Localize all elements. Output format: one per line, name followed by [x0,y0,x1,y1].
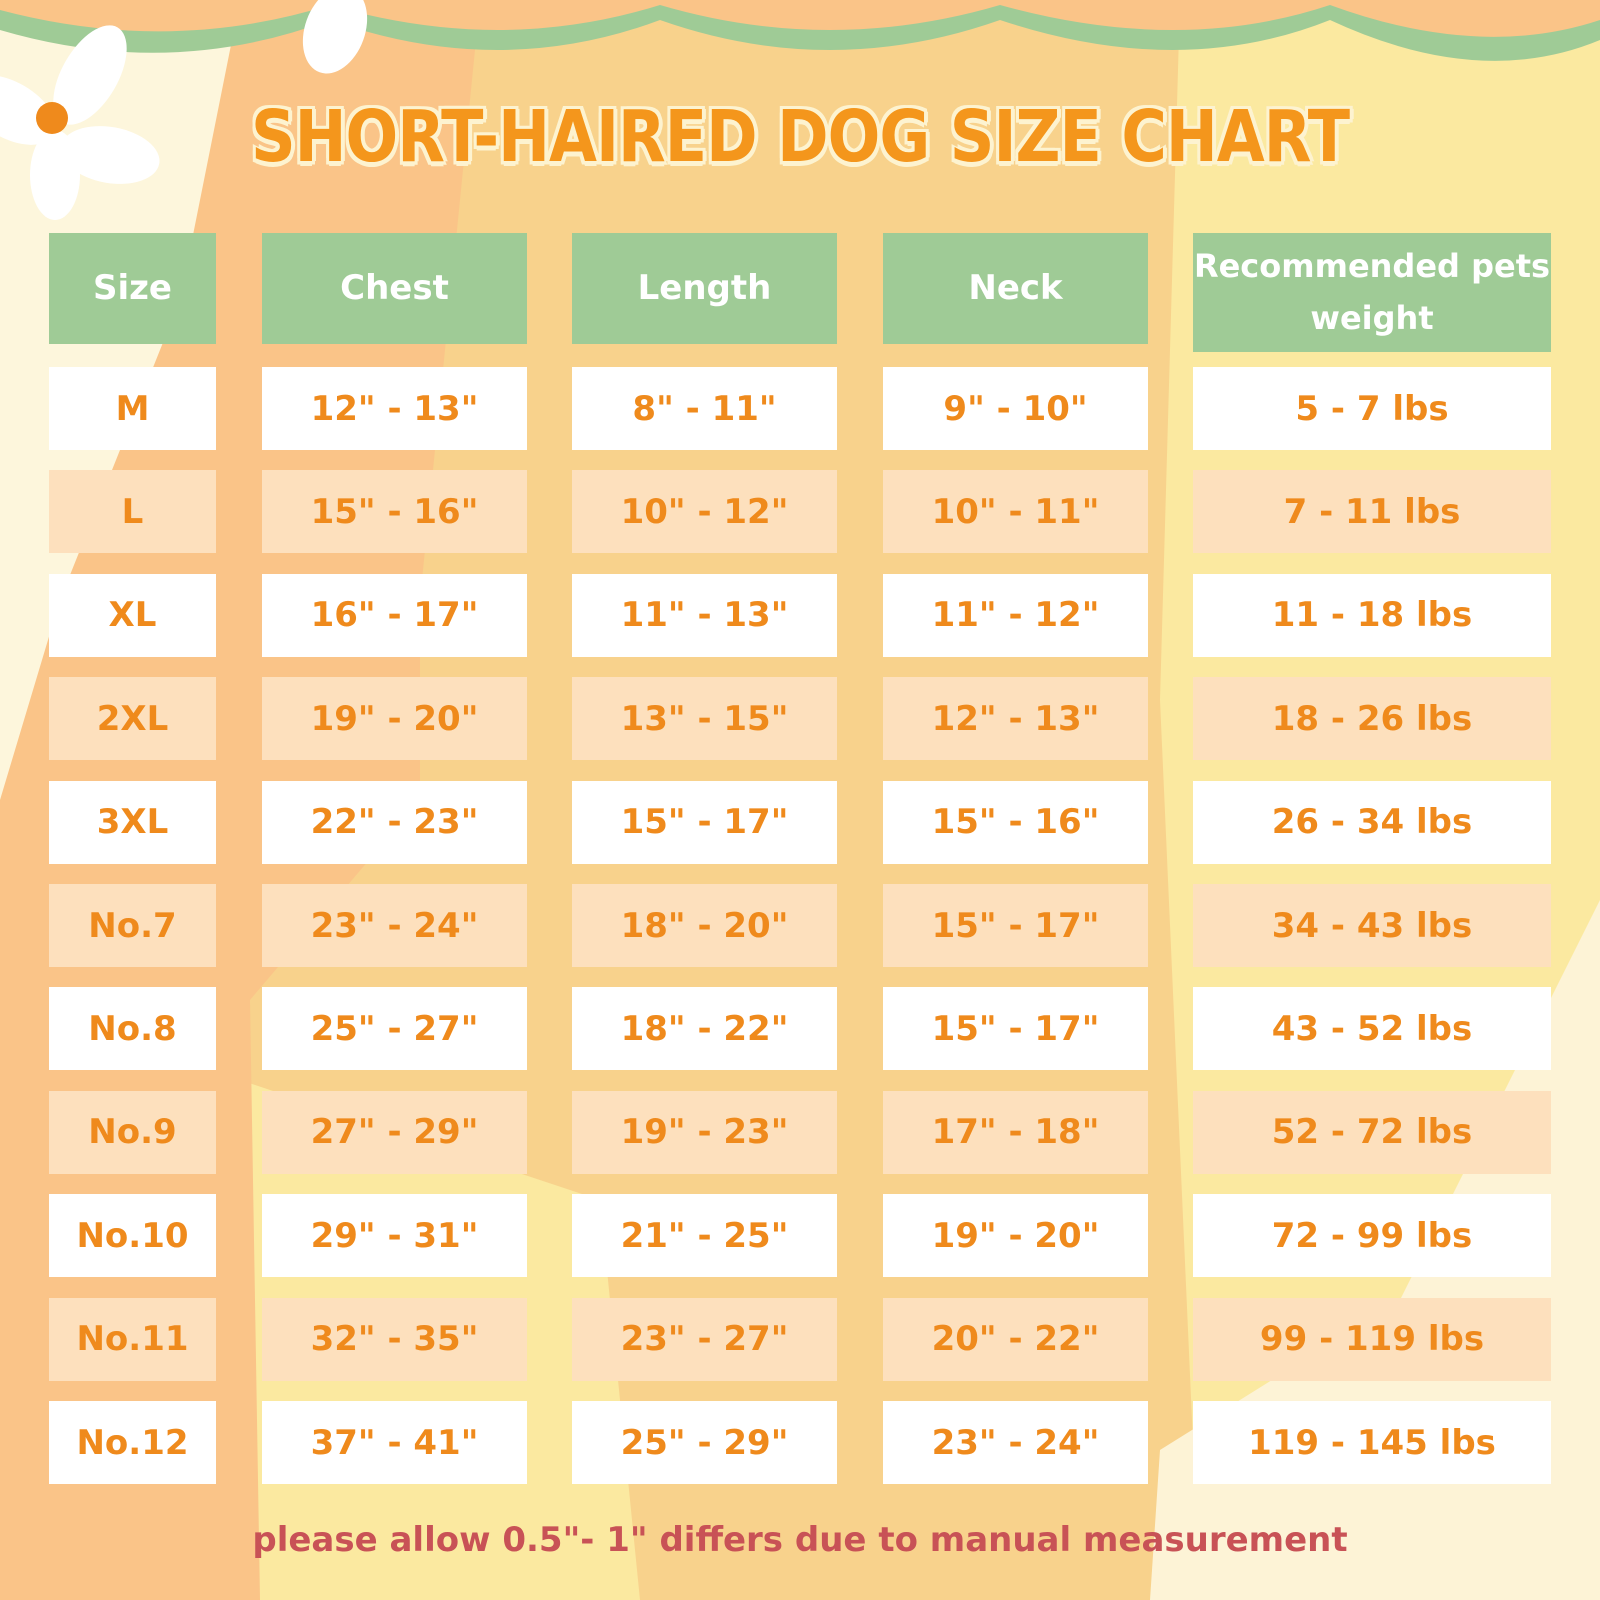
cell-weight: 119 - 145 lbs [1193,1401,1551,1484]
cell-chest: 16" - 17" [262,573,527,657]
cell-chest: 19" - 20" [262,677,527,761]
cell-chest: 25" - 27" [262,987,527,1071]
cell-neck: 15" - 17" [883,987,1148,1071]
cell-length: 23" - 27" [572,1297,837,1381]
cell-chest: 27" - 29" [262,1090,527,1174]
cell-size: No.9 [49,1090,216,1174]
cell-chest: 29" - 31" [262,1194,527,1278]
cell-size: 3XL [49,780,216,864]
cell-weight: 18 - 26 lbs [1193,677,1551,761]
cell-size: No.11 [49,1297,216,1381]
cell-chest: 22" - 23" [262,780,527,864]
cell-length: 18" - 20" [572,884,837,967]
cell-weight: 52 - 72 lbs [1193,1090,1551,1174]
header-neck: Neck [883,233,1148,344]
cell-weight: 99 - 119 lbs [1193,1297,1551,1381]
flower-icon [0,0,368,220]
cell-neck: 12" - 13" [883,677,1148,761]
cell-weight: 26 - 34 lbs [1193,780,1551,864]
measurement-note: please allow 0.5"- 1" differs due to man… [252,1520,1348,1560]
cell-chest: 32" - 35" [262,1297,527,1381]
cell-size: M [49,367,216,450]
cell-weight: 5 - 7 lbs [1193,367,1551,450]
cell-length: 15" - 17" [572,780,837,864]
cell-size: XL [49,573,216,657]
header-weight: Recommended pets weight [1193,233,1551,352]
cell-length: 19" - 23" [572,1090,837,1174]
cell-weight: 72 - 99 lbs [1193,1194,1551,1278]
cell-weight: 7 - 11 lbs [1193,470,1551,554]
cell-chest: 15" - 16" [262,470,527,554]
cell-size: 2XL [49,677,216,761]
cell-neck: 17" - 18" [883,1090,1148,1174]
cell-size: No.7 [49,884,216,967]
cell-weight: 43 - 52 lbs [1193,987,1551,1071]
cell-size: No.10 [49,1194,216,1278]
cell-size: No.8 [49,987,216,1071]
cell-length: 11" - 13" [572,573,837,657]
cell-neck: 15" - 16" [883,780,1148,864]
header-length: Length [572,233,837,344]
cell-neck: 19" - 20" [883,1194,1148,1278]
cell-neck: 20" - 22" [883,1297,1148,1381]
cell-length: 13" - 15" [572,677,837,761]
cell-weight: 34 - 43 lbs [1193,884,1551,967]
header-size: Size [49,233,216,344]
cell-neck: 11" - 12" [883,573,1148,657]
cell-neck: 15" - 17" [883,884,1148,967]
cell-length: 25" - 29" [572,1401,837,1484]
cell-neck: 9" - 10" [883,367,1148,450]
cell-length: 8" - 11" [572,367,837,450]
cell-neck: 10" - 11" [883,470,1148,554]
cell-neck: 23" - 24" [883,1401,1148,1484]
cell-chest: 12" - 13" [262,367,527,450]
cell-weight: 11 - 18 lbs [1193,573,1551,657]
page-title: SHORT-HAIRED DOG SIZE CHART [250,94,1350,179]
cell-length: 21" - 25" [572,1194,837,1278]
cell-length: 18" - 22" [572,987,837,1071]
cell-size: L [49,470,216,554]
cell-size: No.12 [49,1401,216,1484]
cell-chest: 37" - 41" [262,1401,527,1484]
cell-length: 10" - 12" [572,470,837,554]
cell-chest: 23" - 24" [262,884,527,967]
header-chest: Chest [262,233,527,344]
